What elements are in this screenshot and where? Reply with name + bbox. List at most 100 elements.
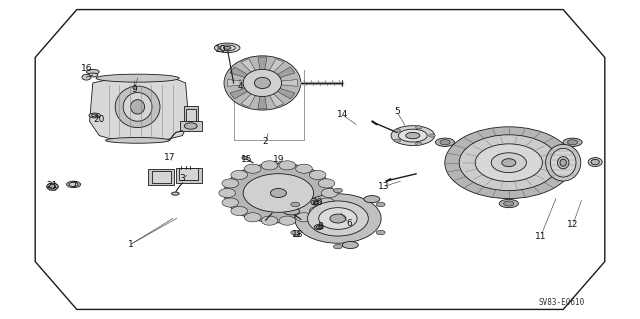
Ellipse shape xyxy=(82,74,91,80)
Text: 20: 20 xyxy=(93,115,105,124)
Ellipse shape xyxy=(545,144,581,181)
Ellipse shape xyxy=(406,132,420,139)
Ellipse shape xyxy=(244,164,261,173)
Text: 8: 8 xyxy=(317,222,323,231)
Ellipse shape xyxy=(243,174,314,212)
Ellipse shape xyxy=(242,156,247,160)
Text: 16: 16 xyxy=(81,64,92,73)
Ellipse shape xyxy=(435,138,454,146)
Ellipse shape xyxy=(398,129,428,142)
Ellipse shape xyxy=(69,182,78,186)
Ellipse shape xyxy=(123,93,152,121)
Circle shape xyxy=(394,139,401,142)
Circle shape xyxy=(440,140,450,145)
Ellipse shape xyxy=(309,206,326,216)
Ellipse shape xyxy=(224,163,333,223)
Ellipse shape xyxy=(67,181,81,188)
Ellipse shape xyxy=(316,226,321,228)
Text: 20: 20 xyxy=(311,198,323,207)
Ellipse shape xyxy=(115,86,160,128)
Ellipse shape xyxy=(172,192,179,195)
Bar xyxy=(179,121,202,131)
Ellipse shape xyxy=(314,201,319,204)
Ellipse shape xyxy=(184,123,197,129)
Text: 6: 6 xyxy=(346,219,351,228)
Ellipse shape xyxy=(475,144,543,182)
Ellipse shape xyxy=(243,70,282,96)
Text: 12: 12 xyxy=(567,220,579,229)
Polygon shape xyxy=(262,83,284,107)
Ellipse shape xyxy=(47,183,58,190)
Ellipse shape xyxy=(460,135,558,190)
Ellipse shape xyxy=(307,201,369,236)
Text: 19: 19 xyxy=(273,155,284,164)
Ellipse shape xyxy=(254,77,270,89)
Ellipse shape xyxy=(89,113,100,118)
Ellipse shape xyxy=(321,189,338,197)
Ellipse shape xyxy=(295,194,381,243)
Ellipse shape xyxy=(106,137,170,143)
Ellipse shape xyxy=(296,164,312,173)
Ellipse shape xyxy=(270,189,287,197)
Ellipse shape xyxy=(261,161,278,170)
Circle shape xyxy=(504,201,514,206)
Polygon shape xyxy=(262,59,284,83)
Text: 4: 4 xyxy=(237,82,243,91)
Text: 3: 3 xyxy=(180,174,185,183)
Ellipse shape xyxy=(222,179,239,188)
Text: 21: 21 xyxy=(47,181,58,189)
Polygon shape xyxy=(262,79,298,86)
Ellipse shape xyxy=(319,208,357,229)
Ellipse shape xyxy=(557,157,569,169)
Polygon shape xyxy=(230,67,262,83)
Ellipse shape xyxy=(309,170,326,180)
Ellipse shape xyxy=(492,153,526,173)
Bar xyxy=(179,168,198,180)
Ellipse shape xyxy=(86,70,99,74)
Ellipse shape xyxy=(131,100,145,114)
Circle shape xyxy=(568,140,578,145)
Ellipse shape xyxy=(502,159,516,167)
Ellipse shape xyxy=(550,148,576,177)
Text: 18: 18 xyxy=(292,230,303,239)
Text: 9: 9 xyxy=(132,85,137,94)
Text: 2: 2 xyxy=(263,137,268,146)
Text: 5: 5 xyxy=(394,107,399,116)
Text: 7: 7 xyxy=(71,181,76,189)
Ellipse shape xyxy=(261,216,278,225)
Ellipse shape xyxy=(279,161,296,170)
Ellipse shape xyxy=(563,138,582,146)
Ellipse shape xyxy=(88,73,98,77)
Ellipse shape xyxy=(293,232,300,237)
Ellipse shape xyxy=(223,47,231,49)
Ellipse shape xyxy=(284,208,300,215)
Ellipse shape xyxy=(219,45,236,51)
Polygon shape xyxy=(262,67,295,83)
Ellipse shape xyxy=(279,216,296,225)
Bar xyxy=(148,169,174,185)
Ellipse shape xyxy=(318,198,335,207)
Ellipse shape xyxy=(222,198,239,207)
Polygon shape xyxy=(230,83,262,99)
Text: 15: 15 xyxy=(241,155,252,164)
Ellipse shape xyxy=(231,170,248,180)
Ellipse shape xyxy=(391,126,435,145)
Ellipse shape xyxy=(364,196,380,203)
Polygon shape xyxy=(262,83,295,99)
Ellipse shape xyxy=(560,159,566,166)
Circle shape xyxy=(415,126,422,129)
Circle shape xyxy=(291,202,300,207)
Text: 14: 14 xyxy=(337,110,348,119)
Ellipse shape xyxy=(499,199,518,208)
Circle shape xyxy=(291,230,300,235)
Text: 11: 11 xyxy=(535,232,547,241)
Ellipse shape xyxy=(49,184,56,189)
Polygon shape xyxy=(90,77,189,142)
Ellipse shape xyxy=(311,200,321,205)
Bar xyxy=(152,171,171,183)
Bar xyxy=(184,106,198,123)
Ellipse shape xyxy=(214,43,240,53)
Ellipse shape xyxy=(445,127,573,198)
Polygon shape xyxy=(227,79,262,86)
Ellipse shape xyxy=(318,179,335,188)
